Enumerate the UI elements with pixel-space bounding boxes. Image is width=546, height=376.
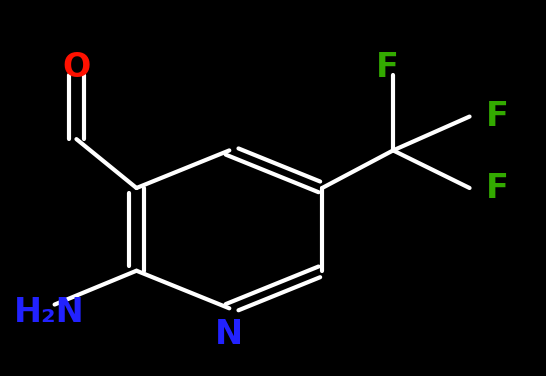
Text: F: F: [376, 51, 399, 84]
Text: O: O: [62, 51, 91, 84]
Text: N: N: [215, 318, 244, 351]
Text: H₂N: H₂N: [14, 296, 85, 329]
Text: F: F: [486, 171, 509, 205]
Text: F: F: [486, 100, 509, 133]
